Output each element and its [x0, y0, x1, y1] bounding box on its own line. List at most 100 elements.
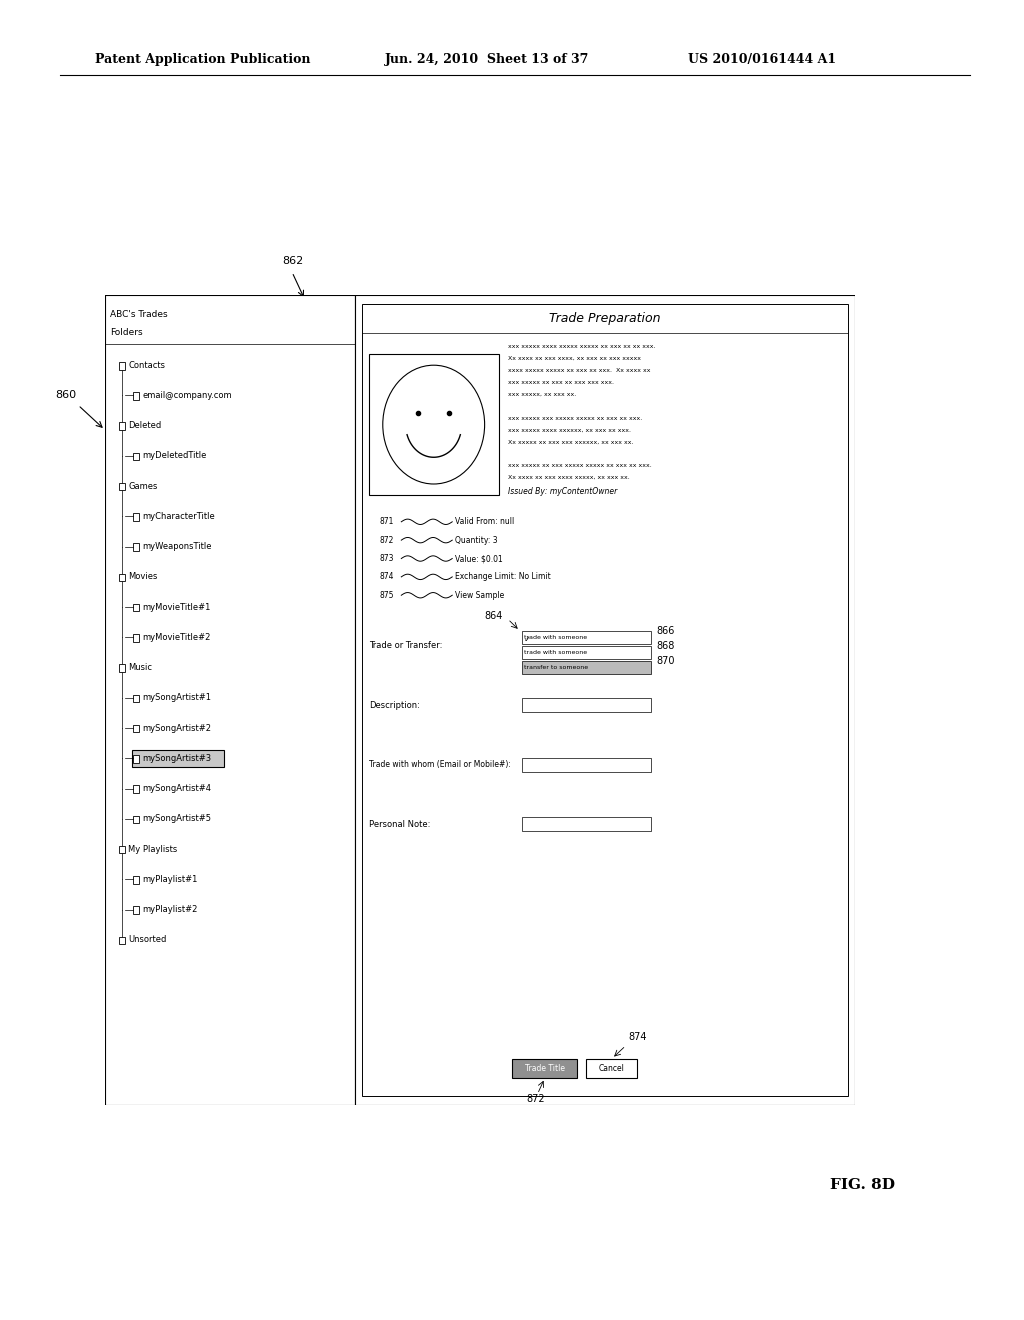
Text: xxx xxxxx xxx xxxxx xxxxx xx xxx xx xxx.: xxx xxxxx xxx xxxxx xxxxx xx xxx xx xxx. — [508, 416, 642, 421]
Bar — [119, 483, 125, 491]
Bar — [521, 698, 651, 713]
Text: FIG. 8D: FIG. 8D — [830, 1177, 895, 1192]
Text: 873: 873 — [379, 554, 394, 564]
Bar — [133, 725, 139, 733]
Text: Folders: Folders — [110, 329, 142, 338]
Text: Trade with whom (Email or Mobile#):: Trade with whom (Email or Mobile#): — [369, 760, 511, 770]
Bar — [521, 758, 651, 772]
Text: mySongArtist#3: mySongArtist#3 — [142, 754, 211, 763]
Text: xxx xxxxx xx xxx xxxxx xxxxx xx xxx xx xxx.: xxx xxxxx xx xxx xxxxx xxxxx xx xxx xx x… — [508, 463, 651, 469]
Bar — [133, 785, 139, 793]
Text: Value: $0.01: Value: $0.01 — [455, 554, 503, 564]
Text: myCharacterTitle: myCharacterTitle — [142, 512, 215, 521]
Bar — [521, 817, 651, 832]
Text: myMovieTitle#1: myMovieTitle#1 — [142, 603, 210, 611]
Text: Xx xxxx xx xxx xxxx xxxxx, xx xxx xx.: Xx xxxx xx xxx xxxx xxxxx, xx xxx xx. — [508, 475, 630, 480]
Text: 870: 870 — [656, 656, 675, 667]
Text: Deleted: Deleted — [128, 421, 162, 430]
Text: myMovieTitle#2: myMovieTitle#2 — [142, 632, 210, 642]
Text: mySongArtist#4: mySongArtist#4 — [142, 784, 211, 793]
Bar — [105, 294, 355, 1105]
Text: Valid From: null: Valid From: null — [455, 517, 514, 527]
Bar — [119, 422, 125, 430]
Text: mySongArtist#2: mySongArtist#2 — [142, 723, 211, 733]
Text: xxxx xxxxx xxxxx xx xxx xx xxx.  Xx xxxx xx: xxxx xxxxx xxxxx xx xxx xx xxx. Xx xxxx … — [508, 368, 650, 374]
Bar — [133, 544, 139, 550]
Text: 860: 860 — [55, 389, 76, 400]
Text: ✓: ✓ — [523, 635, 530, 644]
Bar — [133, 694, 139, 702]
Bar — [133, 513, 139, 520]
Bar — [133, 755, 139, 763]
Text: mySongArtist#5: mySongArtist#5 — [142, 814, 211, 824]
Bar — [119, 936, 125, 944]
Text: trade with someone: trade with someone — [524, 635, 588, 640]
Text: 866: 866 — [656, 626, 674, 636]
Text: trade with someone: trade with someone — [524, 649, 588, 655]
Bar — [521, 645, 651, 659]
Text: US 2010/0161444 A1: US 2010/0161444 A1 — [688, 54, 837, 66]
Bar — [521, 661, 651, 675]
Bar — [133, 453, 139, 461]
Text: 864: 864 — [484, 611, 503, 620]
Text: 875: 875 — [379, 591, 394, 599]
Text: Trade Title: Trade Title — [525, 1064, 565, 1073]
Text: Trade or Transfer:: Trade or Transfer: — [369, 642, 442, 651]
Text: 862: 862 — [282, 256, 303, 267]
Text: transfer to someone: transfer to someone — [524, 665, 589, 671]
Text: Unsorted: Unsorted — [128, 936, 167, 944]
Text: 874: 874 — [379, 573, 394, 581]
Text: xxx xxxxx xx xxx xx xxx xxx xxx.: xxx xxxxx xx xxx xx xxx xxx xxx. — [508, 380, 613, 385]
Bar — [133, 907, 139, 913]
Text: Personal Note:: Personal Note: — [369, 820, 430, 829]
Bar — [133, 816, 139, 824]
Text: Contacts: Contacts — [128, 360, 165, 370]
Text: myDeletedTitle: myDeletedTitle — [142, 451, 207, 461]
Bar — [133, 603, 139, 611]
Bar — [512, 1059, 578, 1078]
Text: 868: 868 — [656, 642, 674, 651]
Text: Patent Application Publication: Patent Application Publication — [95, 54, 310, 66]
Text: 876: 876 — [249, 1067, 270, 1076]
Bar — [119, 846, 125, 853]
Bar — [521, 631, 651, 644]
Bar — [355, 294, 855, 1105]
Text: Exchange Limit: No Limit: Exchange Limit: No Limit — [455, 573, 551, 581]
Text: My Playlists: My Playlists — [128, 845, 177, 854]
Text: xxx xxxxx xxxx xxxxxx, xx xxx xx xxx.: xxx xxxxx xxxx xxxxxx, xx xxx xx xxx. — [508, 428, 631, 433]
Text: 872: 872 — [380, 536, 394, 545]
Bar — [132, 750, 224, 767]
Text: Games: Games — [128, 482, 158, 491]
Text: xxx xxxxx xxxx xxxxx xxxxx xx xxx xx xx xxx.: xxx xxxxx xxxx xxxxx xxxxx xx xxx xx xx … — [508, 345, 655, 350]
Text: Jun. 24, 2010  Sheet 13 of 37: Jun. 24, 2010 Sheet 13 of 37 — [385, 54, 590, 66]
Bar — [133, 392, 139, 400]
Text: View Sample: View Sample — [455, 591, 504, 599]
Text: Description:: Description: — [369, 701, 420, 710]
Text: Issued By: myContentOwner: Issued By: myContentOwner — [508, 487, 617, 496]
Text: myPlaylist#2: myPlaylist#2 — [142, 906, 198, 913]
Text: myWeaponsTitle: myWeaponsTitle — [142, 543, 212, 552]
Text: Xx xxxxx xx xxx xxx xxxxxx, xx xxx xx.: Xx xxxxx xx xxx xxx xxxxxx, xx xxx xx. — [508, 440, 633, 445]
Bar — [133, 876, 139, 883]
Text: Cancel: Cancel — [599, 1064, 625, 1073]
Bar — [587, 1059, 637, 1078]
Text: 871: 871 — [380, 517, 394, 527]
Bar — [119, 574, 125, 581]
Text: 874: 874 — [629, 1032, 647, 1043]
Bar — [362, 304, 848, 1097]
Circle shape — [383, 366, 484, 484]
Bar — [369, 354, 499, 495]
Text: Quantity: 3: Quantity: 3 — [455, 536, 498, 545]
Text: Trade Preparation: Trade Preparation — [549, 313, 660, 325]
Text: Music: Music — [128, 663, 153, 672]
Text: myPlaylist#1: myPlaylist#1 — [142, 875, 198, 884]
Bar — [119, 664, 125, 672]
Text: ABC's Trades: ABC's Trades — [110, 310, 167, 319]
Text: 872: 872 — [526, 1094, 545, 1104]
Text: mySong#3: mySong#3 — [409, 363, 459, 372]
Text: xxx xxxxx, xx xxx xx.: xxx xxxxx, xx xxx xx. — [508, 392, 577, 397]
Text: mySongArtist#1: mySongArtist#1 — [142, 693, 211, 702]
Bar — [133, 634, 139, 642]
Bar — [119, 362, 125, 370]
Text: Xx xxxx xx xxx xxxx, xx xxx xx xxx xxxxx: Xx xxxx xx xxx xxxx, xx xxx xx xxx xxxxx — [508, 356, 641, 362]
